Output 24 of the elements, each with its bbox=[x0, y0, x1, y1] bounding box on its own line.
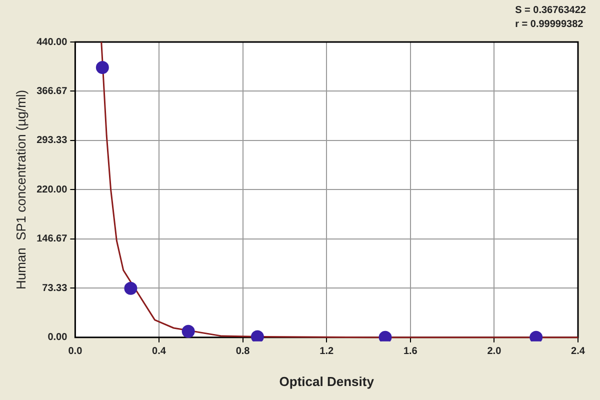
x-tick-label: 2.4 bbox=[571, 346, 586, 358]
y-tick-label: 0.00 bbox=[48, 332, 68, 344]
y-tick-label: 366.67 bbox=[36, 86, 68, 97]
y-tick-label: 220.00 bbox=[36, 184, 68, 196]
y-tick-label: 146.67 bbox=[36, 234, 68, 245]
x-tick-label: 2.0 bbox=[487, 346, 502, 358]
point bbox=[530, 330, 543, 342]
point bbox=[378, 330, 392, 342]
y-tick-label: 293.33 bbox=[36, 135, 68, 146]
y-tick-label: 440.00 bbox=[36, 36, 68, 48]
x-tick-label: 1.2 bbox=[320, 346, 334, 358]
text: S = 0.36763422 bbox=[515, 4, 586, 18]
x-tick-label: 1.6 bbox=[403, 346, 418, 358]
y-axis-title: Human SP1 concentration (µg/ml) bbox=[13, 90, 28, 290]
point bbox=[96, 61, 109, 74]
text: r = 0.99999382 bbox=[515, 18, 584, 32]
x-tick-label: 0.0 bbox=[68, 346, 83, 358]
x-tick-label: 0.8 bbox=[236, 346, 250, 358]
point bbox=[182, 324, 195, 338]
y-tick-label: 73.33 bbox=[42, 282, 68, 294]
point bbox=[124, 282, 138, 295]
x-tick-label: 0.4 bbox=[152, 346, 166, 358]
x-axis-title: Optical Density bbox=[279, 374, 375, 389]
point bbox=[250, 330, 264, 342]
